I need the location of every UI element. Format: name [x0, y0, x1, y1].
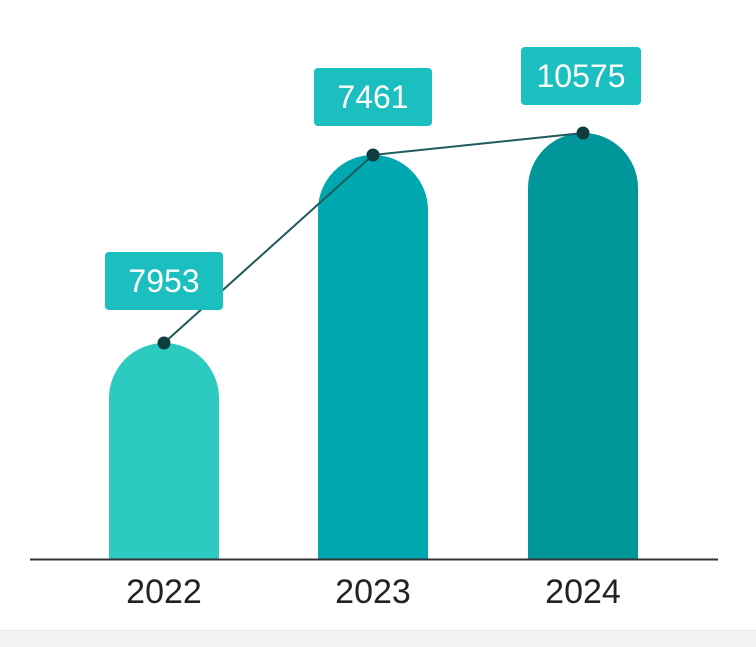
bar-2024 — [528, 133, 638, 559]
bar-2023 — [318, 155, 428, 559]
value-labels-group: 7953 7461 10575 — [105, 47, 641, 310]
bar-2022 — [109, 343, 219, 559]
x-tick-label-2023: 2023 — [335, 573, 411, 611]
point-2022 — [157, 336, 171, 350]
value-badge-2023 — [314, 68, 432, 126]
bars-group — [109, 133, 638, 559]
x-tick-label-2022: 2022 — [126, 573, 202, 611]
value-badge-2022 — [105, 252, 223, 310]
trend-line-group — [157, 126, 590, 350]
value-label-2022: 7953 — [128, 263, 199, 299]
value-label-2024: 10575 — [537, 58, 626, 94]
x-tick-label-2024: 2024 — [545, 573, 621, 611]
value-badge-2024 — [521, 47, 641, 105]
point-2024 — [576, 126, 590, 140]
value-label-2023: 7461 — [337, 79, 408, 115]
point-2023 — [366, 148, 380, 162]
x-tick-labels-group: 2022 2023 2024 — [126, 573, 621, 611]
bottom-strip — [0, 630, 756, 647]
